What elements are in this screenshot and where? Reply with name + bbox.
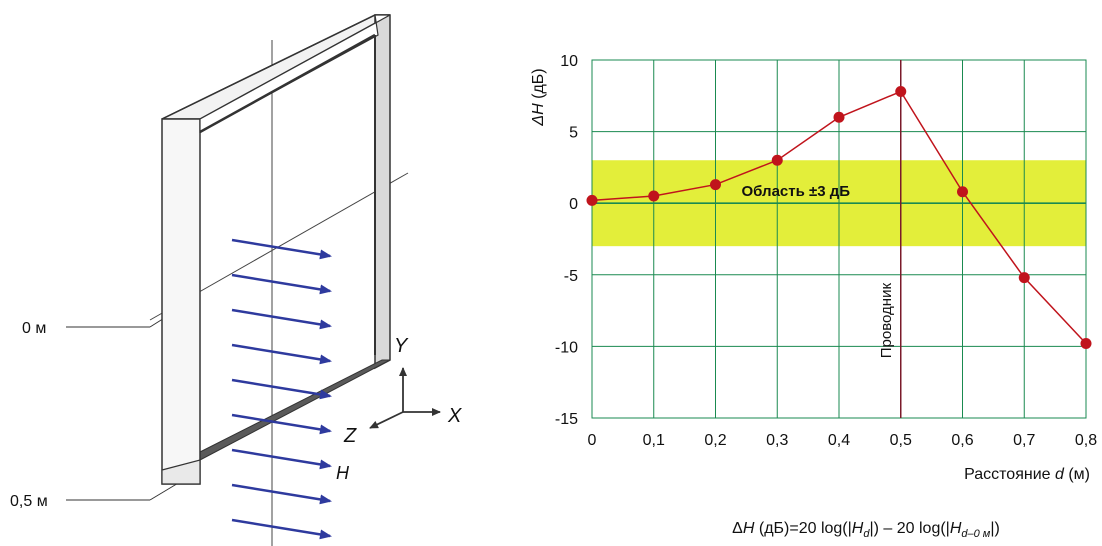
axis-z-label: Z [343,425,357,447]
data-point [957,186,968,198]
formula-sub-d: d [863,528,870,540]
data-point [648,190,660,202]
field-arrow [231,343,332,365]
field-arrows [231,238,332,540]
frame-bottom-face [199,359,391,461]
x-tick-label: 0,5 [890,432,912,449]
y-axis-label-var: ΔH [530,103,547,127]
x-tick-label: 0,6 [951,432,973,449]
y-tick-label: -5 [564,268,578,285]
y-axis-label-unit: (дБ) [530,68,547,103]
y-tick-label: 10 [560,53,578,70]
data-points [586,86,1092,350]
formula-part6: |) – 20 log(| [869,520,949,537]
axis-x-label: X [447,405,462,427]
field-arrow [231,238,332,260]
data-point [710,179,721,191]
x-axis-label-var: d [1055,466,1065,483]
formula-h1: H [743,520,755,537]
formula-sub-d0: d–0 м [961,528,990,540]
x-tick-label: 0,1 [643,432,665,449]
frame-front-bar [161,118,201,485]
field-arrow [231,308,332,330]
x-tick-label: 0,3 [766,432,788,449]
chart: Проводник Область ±3 дБ 10 5 0 -5 -10 -15 0 0,… [530,53,1097,540]
y-tick-labels: 10 5 0 -5 -10 -15 [555,53,578,428]
frame-inner-top [199,14,391,134]
field-arrow [231,518,332,540]
field-arrow [231,483,332,505]
band-label: Область ±3 дБ [741,183,850,200]
axis-y-label: Y [394,335,409,357]
x-tick-label: 0,8 [1075,432,1097,449]
data-point [895,86,907,98]
data-point [1080,338,1092,350]
x-tick-label: 0,2 [704,432,726,449]
field-arrow [231,448,332,470]
frame-outer-edge-top [161,14,376,120]
frame-front-bottom [161,459,201,485]
field-arrow [231,273,332,295]
formula: ΔH (дБ)=20 log(|Hd|) – 20 log(|Hd–0 м|) [732,520,1000,540]
data-point [771,154,783,166]
y-tick-label: 0 [569,196,578,213]
axis-z-line [369,411,404,429]
x-tick-label: 0,7 [1013,432,1035,449]
x-axis-label-text: Расстояние [964,466,1055,483]
y-tick-label: -15 [555,411,578,428]
field-arrow [231,378,332,400]
field-arrow [231,413,332,435]
data-point [586,194,598,206]
frame-top-face [161,14,391,120]
frame-inner-edge-top [199,33,376,134]
data-point [833,111,845,123]
y-axis-label: ΔH (дБ) [530,68,547,126]
formula-part3: (дБ)=20 log(| [754,520,851,537]
x-tick-labels: 0 0,1 0,2 0,3 0,4 0,5 0,6 0,7 0,8 [588,432,1098,449]
conductor-label: Проводник [878,283,895,359]
label-0m: 0 м [22,320,46,337]
loop-diagram: Y X Z H 0 м 0,5 м [10,14,462,546]
x-tick-label: 0,4 [828,432,850,449]
formula-h3: H [950,520,962,537]
y-tick-label: 5 [569,125,578,142]
formula-part9: |) [990,520,999,537]
data-point [1018,272,1030,284]
x-axis-label-unit: (м) [1064,466,1090,483]
label-05m: 0,5 м [10,493,48,510]
plot-frame [591,59,1087,419]
frame-right-face [374,14,391,370]
formula-h2: H [852,520,864,537]
field-label-h: H [336,463,350,483]
axis-triad: Y X Z [343,335,462,447]
x-axis-label: Расстояние d (м) [964,466,1090,483]
x-tick-label: 0 [588,432,597,449]
formula-delta: Δ [732,520,743,537]
y-tick-label: -10 [555,339,578,356]
